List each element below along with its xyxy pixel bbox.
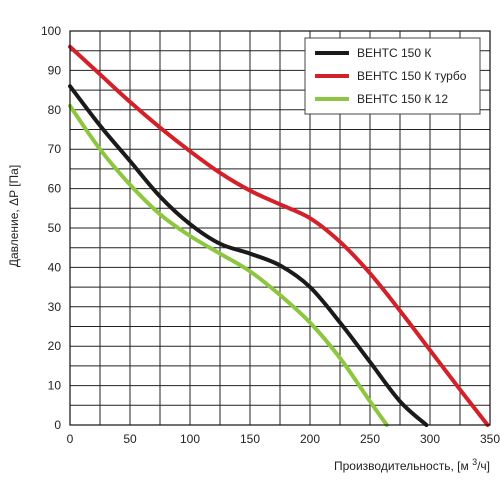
y-tick-label: 10 (48, 379, 62, 393)
legend: ВЕНТС 150 К ВЕНТС 150 К турбо ВЕНТС 150 К … (304, 37, 481, 115)
x-axis-label: Производительность, [м 3/ч] (334, 457, 490, 473)
series-line-1 (68, 84, 429, 427)
legend-label: ВЕНТС 150 К 12 (357, 92, 448, 106)
y-tick-label: 0 (54, 418, 61, 432)
plot-border (69, 30, 491, 426)
x-axis-label-sup: 3 (472, 457, 477, 467)
legend-label: ВЕНТС 150 К (357, 46, 431, 60)
y-tick-label: 30 (48, 300, 62, 314)
series-line-3 (68, 103, 389, 427)
x-tick-label: 50 (123, 432, 137, 446)
y-tick-label: 80 (48, 103, 62, 117)
y-tick-label: 60 (48, 182, 62, 196)
series-lines (68, 44, 490, 427)
tick-labels: 0 50 100 150 200 250 300 350 0 10 20 30 40 50 60 70 80 90… (41, 24, 500, 446)
y-tick-label: 70 (48, 142, 62, 156)
series-line-2 (68, 44, 490, 427)
x-axis-label-main: Производительность, [м (334, 459, 472, 473)
y-tick-label: 90 (48, 63, 62, 77)
x-tick-label: 350 (480, 432, 500, 446)
x-tick-label: 250 (360, 432, 380, 446)
x-tick-label: 0 (67, 432, 74, 446)
y-tick-label: 40 (48, 260, 62, 274)
legend-label: ВЕНТС 150 К турбо (357, 69, 467, 83)
x-tick-label: 200 (300, 432, 320, 446)
y-tick-label: 20 (48, 339, 62, 353)
x-tick-label: 300 (420, 432, 440, 446)
y-tick-label: 50 (48, 221, 62, 235)
x-axis-label-unit: /ч] (477, 459, 490, 473)
x-tick-label: 100 (180, 432, 200, 446)
y-tick-label: 100 (41, 24, 61, 38)
y-axis-label: Давление, ΔP [Па] (7, 165, 21, 267)
x-tick-label: 150 (240, 432, 260, 446)
